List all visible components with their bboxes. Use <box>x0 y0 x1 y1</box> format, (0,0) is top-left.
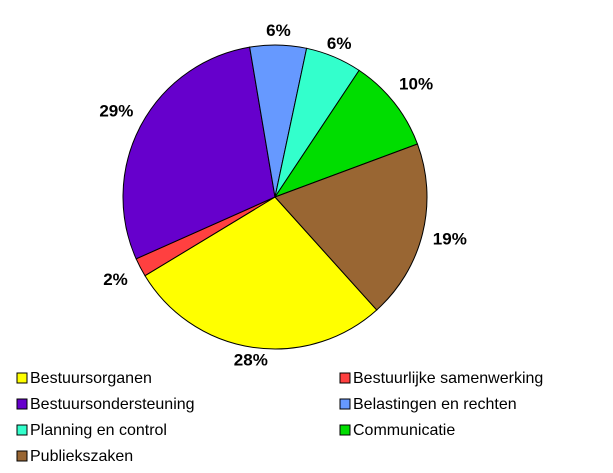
data-label: 28% <box>234 350 268 369</box>
data-label: 10% <box>399 75 433 94</box>
legend-label: Communicatie <box>353 422 455 439</box>
legend-label: Bestuursorganen <box>30 370 152 387</box>
data-label: 29% <box>99 101 133 120</box>
legend-label: Publiekszaken <box>30 448 133 465</box>
data-label: 19% <box>433 229 467 248</box>
legend-swatch <box>339 398 351 410</box>
data-label: 2% <box>103 270 128 289</box>
pie-slice <box>144 196 378 350</box>
legend-swatch <box>16 450 28 462</box>
data-label: 6% <box>327 34 352 53</box>
pie-slice <box>122 46 276 260</box>
legend-label: Bestuurlijke samenwerking <box>353 370 543 387</box>
pie-slice <box>274 143 428 311</box>
legend-swatch <box>16 424 28 436</box>
data-label: 6% <box>266 21 291 40</box>
pie-slice <box>273 69 419 199</box>
legend-label: Planning en control <box>30 422 167 439</box>
legend-label: Belastingen en rechten <box>353 396 517 413</box>
legend-swatch <box>339 372 351 384</box>
legend-swatch <box>339 424 351 436</box>
legend-swatch <box>16 372 28 384</box>
legend-swatch <box>16 398 28 410</box>
legend-label: Bestuursondersteuning <box>30 396 195 413</box>
